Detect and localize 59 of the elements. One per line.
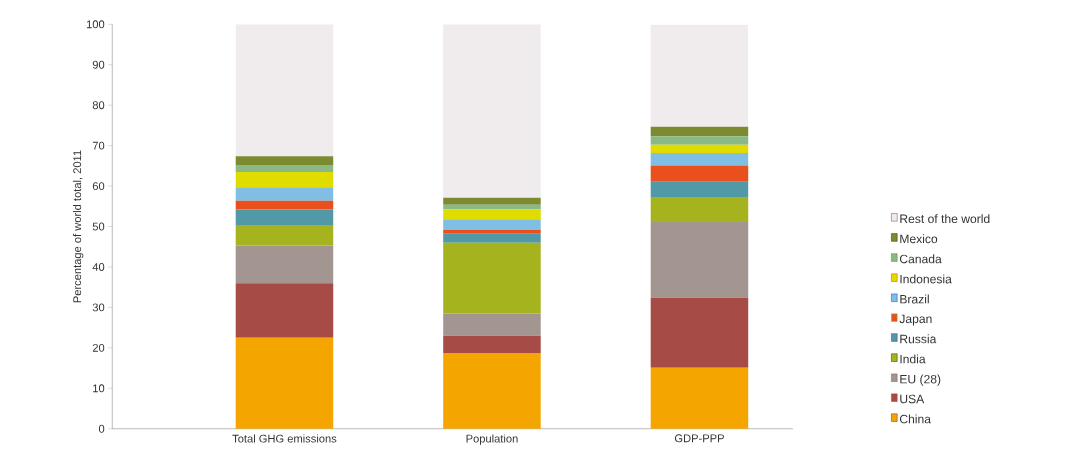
bar	[443, 24, 541, 198]
bar	[235, 283, 334, 338]
legend-label: China	[899, 414, 931, 424]
y-tick-label: 30	[92, 303, 105, 312]
bar	[235, 171, 334, 188]
bar	[443, 204, 541, 210]
y-tick-label: 20	[92, 343, 105, 352]
bar	[650, 136, 749, 145]
legend-label: Indonesia	[900, 274, 952, 284]
y-tick-label: 70	[92, 141, 105, 150]
bar	[235, 245, 334, 284]
bar	[443, 219, 541, 230]
legend-label: Canada	[899, 254, 942, 264]
bar	[650, 367, 749, 429]
y-tick-label: 40	[92, 263, 105, 271]
bar	[650, 196, 749, 223]
legend-label: EU (28)	[900, 374, 941, 386]
bar	[235, 156, 334, 166]
bar	[443, 313, 541, 336]
bar	[443, 233, 541, 243]
bar	[650, 181, 749, 197]
x-tick-label: Total GHG emissions	[232, 434, 337, 443]
y-tick-label: 10	[93, 384, 105, 393]
bar	[235, 337, 334, 429]
legend-label: USA	[900, 394, 925, 404]
bar	[650, 165, 749, 182]
y-tick-label: 90	[92, 60, 105, 69]
legend-label: India	[900, 354, 926, 364]
y-tick-label: 80	[92, 101, 105, 110]
y-tick-label: 50	[92, 222, 105, 231]
bar	[650, 222, 749, 298]
bar	[650, 24, 749, 127]
bar	[443, 209, 541, 220]
y-tick-label: 100	[86, 20, 105, 29]
bar	[235, 209, 334, 225]
y-tick-label: 60	[92, 182, 105, 190]
bar	[443, 197, 541, 205]
bar	[235, 24, 334, 157]
bar	[650, 297, 749, 368]
bar	[235, 187, 334, 201]
legend-label: Rest of the world	[900, 214, 990, 224]
x-tick-label: GDP-PPP	[674, 434, 724, 443]
bar	[235, 165, 334, 172]
bar	[235, 224, 334, 246]
legend-label: Brazil	[900, 294, 929, 304]
bar	[650, 126, 749, 137]
legend-label: Russia	[900, 334, 937, 344]
bar	[443, 229, 541, 234]
bar	[650, 144, 749, 153]
y-axis-title: Percentage of world total, 2011	[72, 150, 84, 303]
bar	[443, 335, 541, 354]
bar	[443, 242, 541, 314]
bar	[650, 152, 749, 166]
legend-label: Mexico	[900, 234, 938, 244]
y-tick-label: 0	[98, 424, 105, 433]
bar	[443, 353, 541, 429]
x-tick-label: Population	[466, 434, 518, 445]
legend-label: Japan	[899, 314, 932, 326]
bar	[235, 200, 334, 210]
